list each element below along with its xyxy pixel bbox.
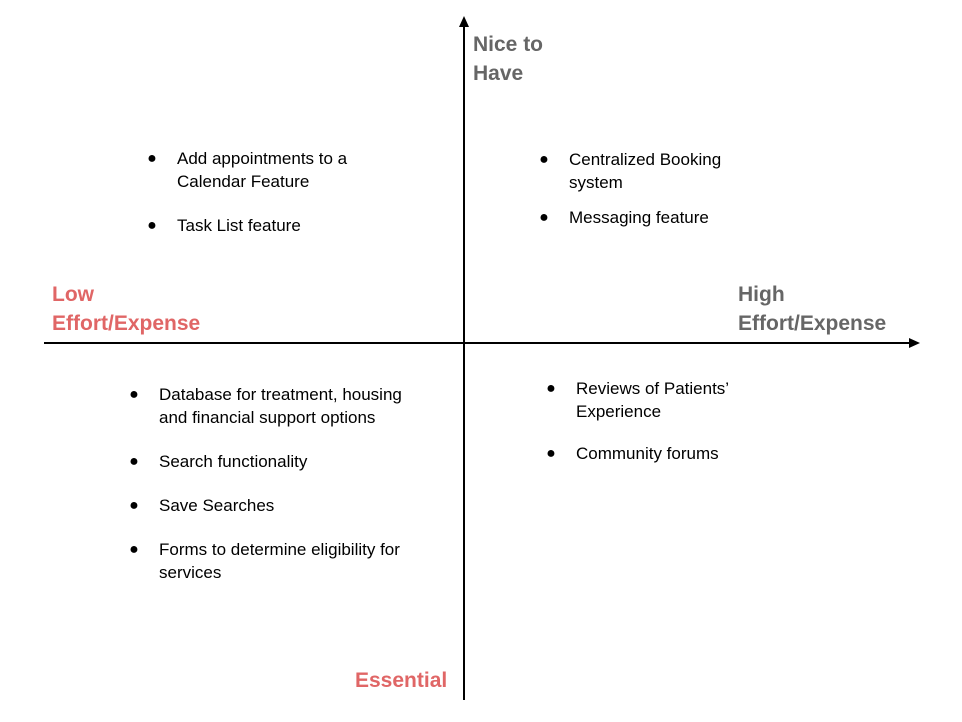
bullet-icon: ● [147, 150, 157, 167]
list-item: ● Reviews of Patients’ Experience [541, 377, 781, 423]
list-item: ● Forms to determine eligibility for serv… [124, 538, 424, 584]
list-item: ● Community forums [541, 442, 781, 465]
list-item: ● Database for treatment, housing and fin… [124, 383, 424, 429]
list-item: ● Centralized Booking system [534, 148, 764, 194]
axis-label-left: Low Effort/Expense [52, 283, 201, 335]
quadrant-top-right: ● Centralized Booking system ● Messaging f… [534, 148, 764, 250]
quadrant-bottom-right: ● Reviews of Patients’ Experience ● Commun… [541, 377, 781, 486]
bullet-icon: ● [546, 445, 556, 462]
bullet-icon: ● [539, 151, 549, 168]
list-item: ● Add appointments to a Calendar Feature [142, 147, 392, 193]
list-item: ● Messaging feature [534, 206, 764, 229]
bullet-icon: ● [129, 453, 139, 470]
bullet-icon: ● [129, 386, 139, 403]
list-item: ● Save Searches [124, 494, 424, 517]
quadrant-bottom-left: ● Database for treatment, housing and fin… [124, 383, 424, 605]
bullet-icon: ● [546, 380, 556, 397]
list-item: ● Search functionality [124, 450, 424, 473]
bullet-icon: ● [129, 497, 139, 514]
horizontal-axis-arrowhead [909, 338, 920, 348]
axis-label-top: Nice to Have [473, 33, 544, 85]
axis-label-right: High Effort/Expense [738, 283, 887, 335]
axis-label-bottom: Essential [355, 669, 448, 692]
vertical-axis-arrowhead [459, 16, 469, 27]
list-item: ● Task List feature [142, 214, 392, 237]
bullet-icon: ● [147, 217, 157, 234]
bullet-icon: ● [129, 541, 139, 558]
bullet-icon: ● [539, 209, 549, 226]
quadrant-top-left: ● Add appointments to a Calendar Feature … [142, 147, 392, 258]
